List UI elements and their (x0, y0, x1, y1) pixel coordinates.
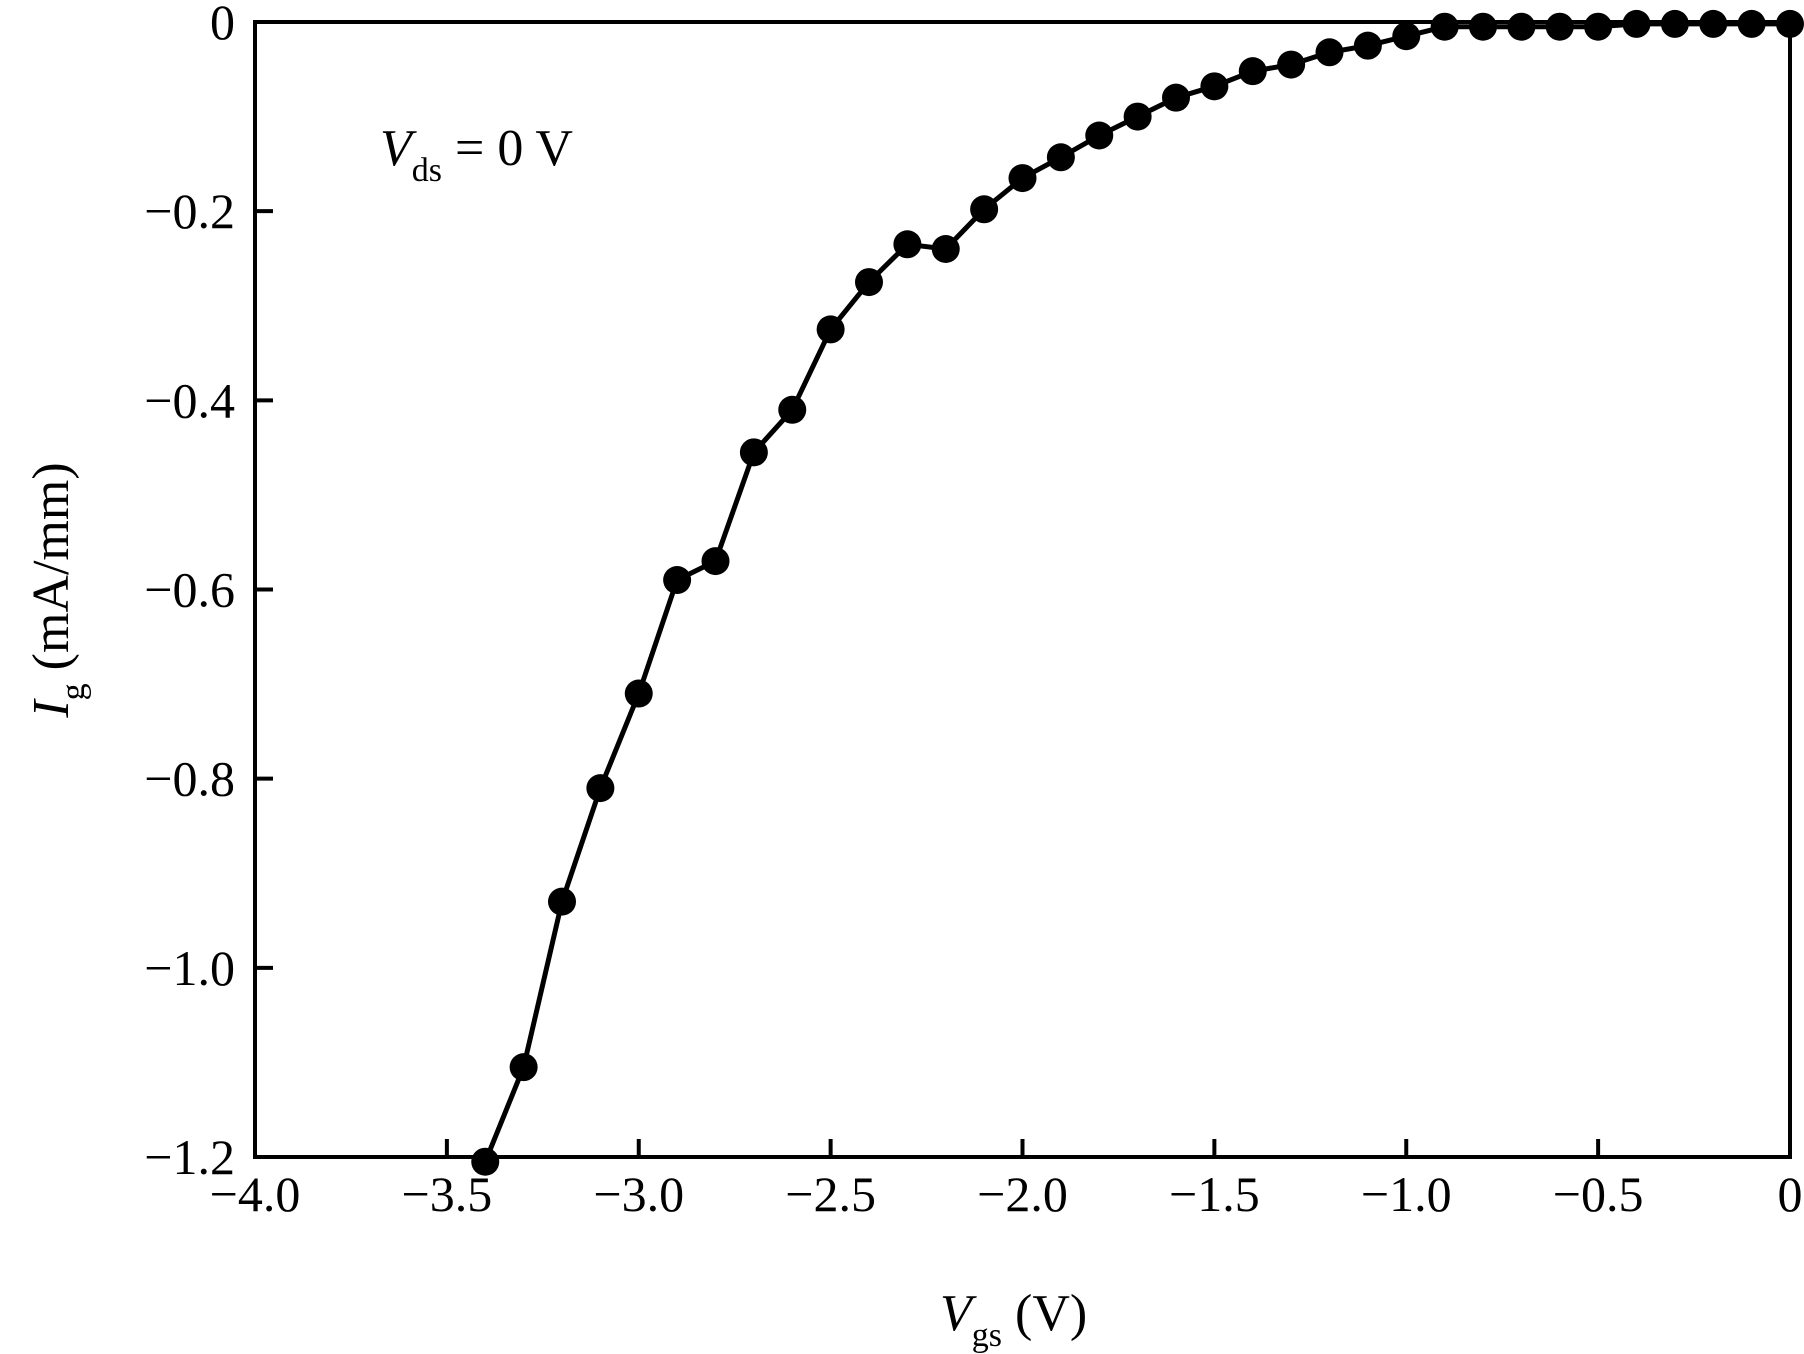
y-tick-label: −0.6 (144, 562, 235, 618)
data-point (1469, 12, 1497, 41)
data-point (1660, 9, 1689, 38)
data-point (1545, 12, 1574, 41)
x-tick-label: −1.5 (1169, 1166, 1260, 1222)
data-point (816, 315, 845, 344)
data-point (1430, 12, 1459, 41)
data-point (1699, 9, 1728, 38)
y-tick-label: 0 (210, 0, 235, 50)
data-point (1584, 12, 1613, 41)
x-tick-label: −1.0 (1361, 1166, 1452, 1222)
x-axis-label-main: V (940, 1285, 977, 1342)
y-axis-label-unit: (mA/mm) (23, 462, 80, 683)
data-point (1353, 31, 1382, 60)
y-tick-label: −0.4 (144, 372, 235, 428)
data-point (1392, 22, 1421, 51)
data-point (931, 235, 960, 263)
data-point (509, 1053, 538, 1082)
y-tick-label: −1.0 (144, 940, 235, 996)
data-point (663, 566, 692, 595)
series-layer (471, 9, 1804, 1176)
data-point (548, 887, 576, 916)
data-point (471, 1147, 500, 1176)
data-point (1622, 9, 1651, 38)
data-point (778, 395, 807, 424)
data-point (893, 230, 922, 259)
data-point (1737, 9, 1766, 38)
x-tick-label: −3.5 (402, 1166, 493, 1222)
x-tick-label: −3.0 (593, 1166, 684, 1222)
annotation-vds: Vds = 0 V (380, 120, 573, 189)
x-tick-label: −4.0 (210, 1166, 301, 1222)
data-point (1776, 9, 1804, 38)
data-point (1238, 57, 1267, 86)
data-point (586, 774, 615, 803)
x-tick-label: −0.5 (1553, 1166, 1644, 1222)
x-tick-label: −2.0 (977, 1166, 1068, 1222)
data-point (970, 195, 999, 224)
data-point (1046, 143, 1075, 172)
y-axis-label-main: I (23, 698, 80, 719)
data-point (624, 679, 653, 708)
x-axis-label-sub: gs (972, 1317, 1002, 1354)
x-tick-label: 0 (1778, 1166, 1803, 1222)
plot-frame (253, 20, 1792, 1159)
data-point (1507, 12, 1536, 41)
data-point (1008, 164, 1037, 193)
x-axis-label-unit: (V) (1002, 1285, 1087, 1342)
y-tick-label: −0.2 (144, 183, 235, 239)
y-axis-label-sub: g (55, 683, 92, 700)
data-point (1315, 38, 1344, 67)
data-point (855, 268, 883, 297)
y-axis-label: Ig (mA/mm) (23, 462, 92, 718)
y-tick-label: −1.2 (144, 1129, 235, 1185)
annotation-rest: = 0 V (442, 120, 573, 177)
data-point (1085, 121, 1114, 150)
x-axis-label: Vgs (V) (940, 1285, 1087, 1354)
data-point (1123, 102, 1152, 131)
data-point (1162, 83, 1190, 112)
y-tick-label: −0.8 (144, 751, 235, 807)
x-axis-ticks: −4.0 −3.5 −3.0 −2.5 −2.0 −1.5 −1.0 −0.5 0 (210, 1139, 1803, 1222)
annotation-sub: ds (412, 152, 442, 189)
annotation-main: V (380, 120, 417, 177)
data-point (701, 547, 730, 576)
y-axis-ticks: 0 −0.2 −0.4 −0.6 −0.8 −1.0 −1.2 (144, 0, 273, 1185)
data-point (1277, 50, 1306, 79)
x-tick-label: −2.5 (785, 1166, 876, 1222)
data-point (1200, 72, 1229, 101)
data-point (739, 438, 768, 467)
